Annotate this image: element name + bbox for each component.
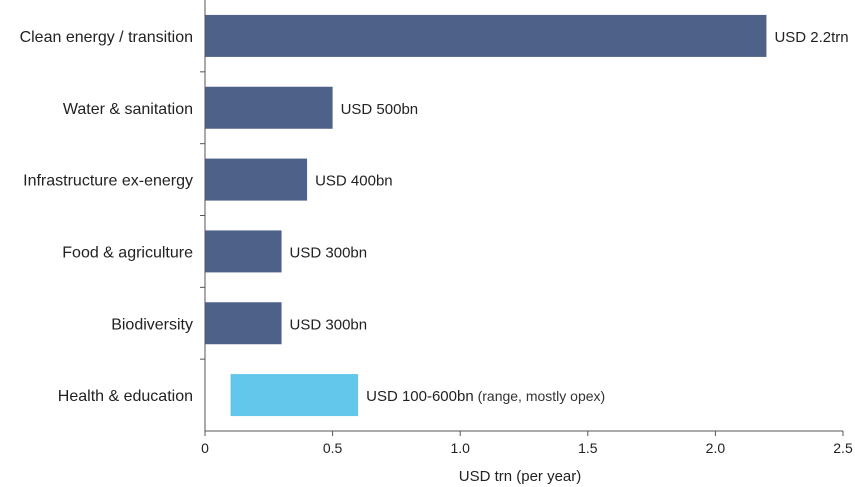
category-label: Food & agriculture [62, 244, 193, 261]
x-tick-label: 1.0 [450, 440, 470, 456]
x-tick-label: 0.5 [323, 440, 343, 456]
value-label: USD 300bn [290, 316, 368, 333]
value-label-text: USD 400bn [315, 173, 393, 190]
value-label: USD 100-600bn (range, mostly opex) [366, 388, 605, 405]
labels-layer: Clean energy / transition USD 2.2trn Water… [20, 29, 849, 405]
value-label: USD 2.2trn [774, 29, 848, 46]
category-label: Biodiversity [111, 316, 193, 333]
x-tick-label: 0 [201, 440, 209, 456]
bar [205, 14, 767, 57]
bars-layer [205, 14, 767, 417]
bar [230, 374, 359, 417]
x-tick-label: 2.5 [833, 440, 853, 456]
bar [205, 86, 333, 129]
value-label: USD 400bn [315, 173, 393, 190]
value-label-text: USD 300bn [290, 316, 368, 333]
bar [205, 158, 308, 201]
value-label-text: USD 100-600bn [366, 388, 474, 405]
value-label-text: USD 300bn [290, 244, 368, 261]
value-note: (range, mostly opex) [474, 388, 606, 404]
x-axis-title: USD trn (per year) [459, 468, 582, 485]
bar [205, 230, 282, 273]
value-label: USD 500bn [341, 101, 419, 118]
category-label: Infrastructure ex-energy [23, 173, 193, 190]
category-label: Water & sanitation [63, 101, 193, 118]
category-label: Health & education [58, 388, 193, 405]
axes-layer [204, 0, 843, 432]
value-label-text: USD 500bn [341, 101, 419, 118]
category-label: Clean energy / transition [20, 29, 193, 46]
x-ticks-layer: 0 0.5 1.0 1.5 2.0 2.5 [200, 71, 853, 456]
x-tick-label: 1.5 [578, 440, 598, 456]
x-tick-label: 2.0 [706, 440, 726, 456]
value-label: USD 300bn [290, 244, 368, 261]
bar [205, 302, 282, 345]
value-label-text: USD 2.2trn [774, 29, 848, 46]
